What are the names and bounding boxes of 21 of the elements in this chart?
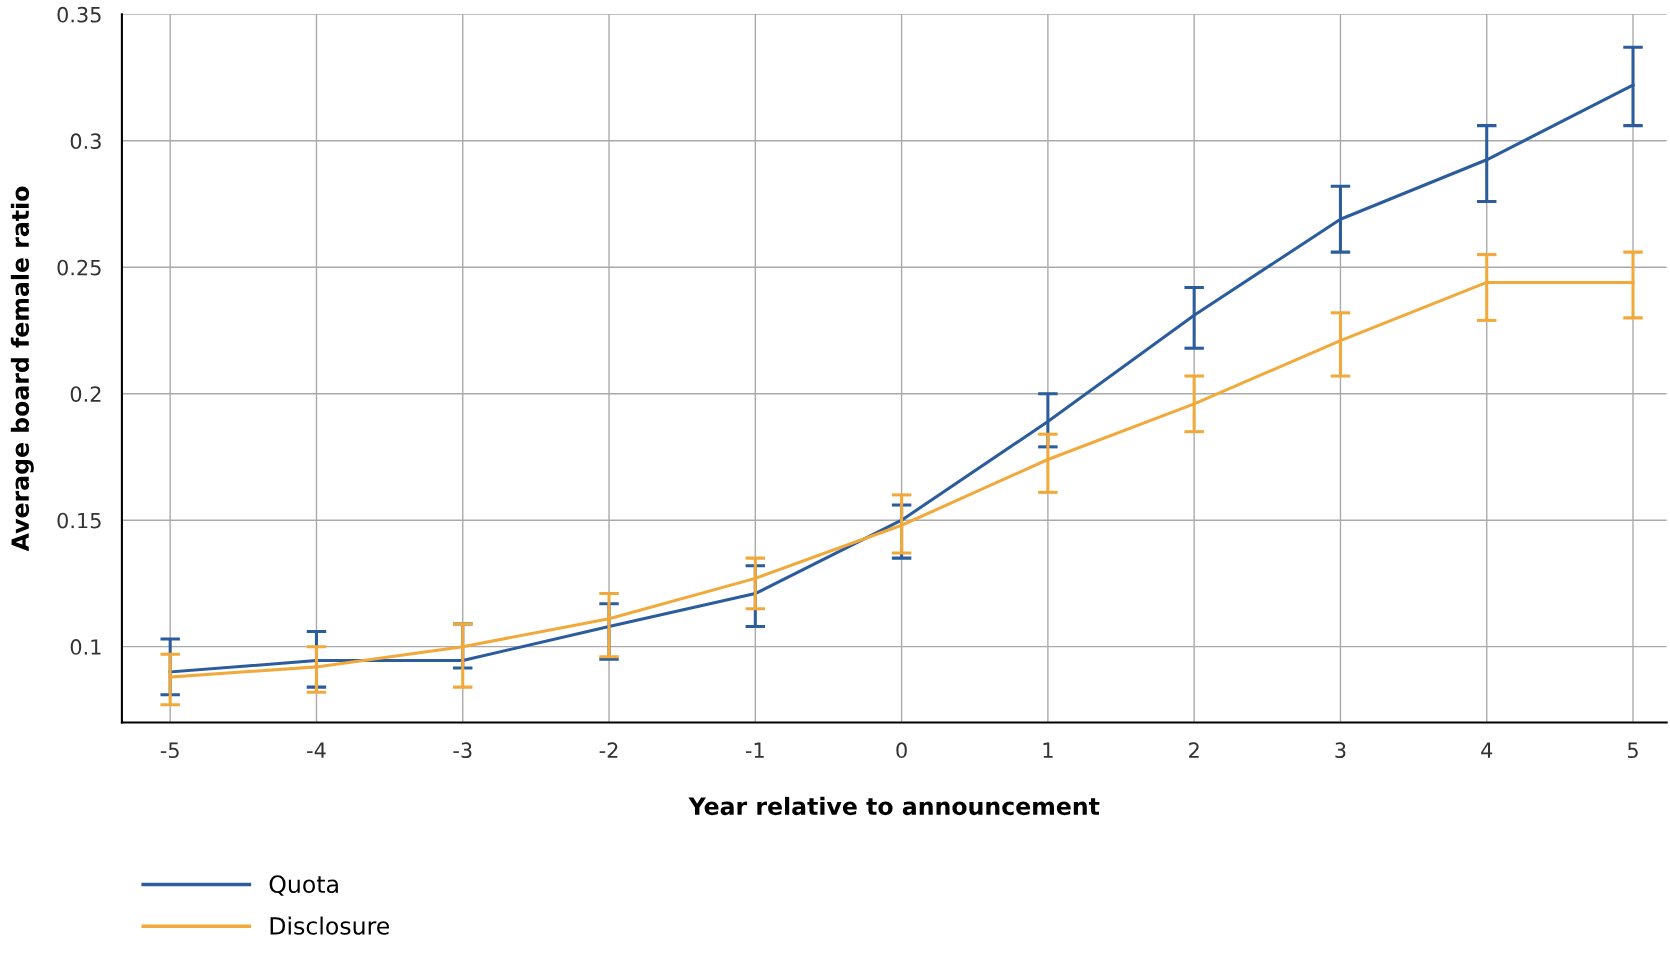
legend-label: Quota [269, 875, 338, 896]
y-axis-title: Average board female ratio [10, 186, 34, 552]
y-tick-label: 0.1 [70, 639, 101, 655]
y-tick-label: 0.35 [57, 6, 101, 23]
x-tick-label: 5 [1628, 742, 1638, 759]
y-tick-label: 0.2 [70, 386, 101, 402]
y-tick-label: 0.3 [70, 133, 101, 150]
x-tick-label: -3 [453, 742, 472, 759]
x-tick-label: -2 [599, 742, 618, 758]
x-tick-label: -1 [745, 742, 764, 758]
legend-label: Disclosure [270, 916, 390, 935]
x-tick-label: 1 [1043, 742, 1053, 758]
x-tick-label: 0 [896, 742, 907, 759]
x-tick-label: -5 [160, 742, 179, 759]
x-tick-label: 2 [1189, 742, 1199, 758]
x-tick-label: 4 [1481, 742, 1493, 758]
x-axis-title: Year relative to announcement [688, 796, 1100, 816]
y-tick-label: 0.15 [57, 512, 101, 529]
y-tick-label: 0.25 [57, 259, 101, 276]
x-tick-label: 3 [1335, 742, 1346, 759]
x-tick-label: -4 [307, 742, 326, 758]
